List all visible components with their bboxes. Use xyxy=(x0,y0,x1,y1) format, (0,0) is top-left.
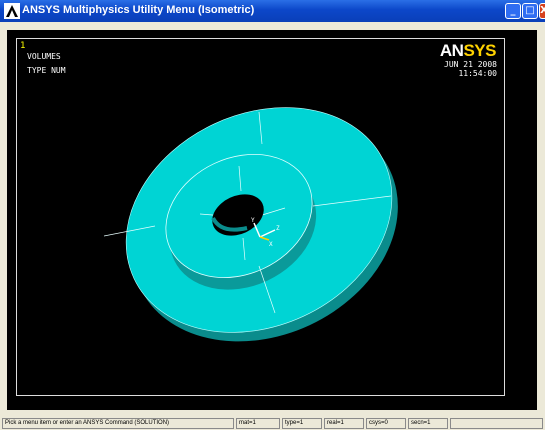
coordinate-triad-icon xyxy=(253,222,276,241)
center-hole xyxy=(212,194,264,236)
mat-field: mat=1 xyxy=(236,418,280,429)
window-title: ANSYS Multiphysics Utility Menu (Isometr… xyxy=(22,4,255,16)
graphics-window[interactable]: 1 VOLUMES TYPE NUM ANSYS JUN 21 2008 11:… xyxy=(7,30,537,410)
triad-z-label: Z xyxy=(276,225,280,232)
ansys-app-icon xyxy=(4,3,20,19)
plot-time: 11:54:00 xyxy=(458,69,497,78)
area-lines xyxy=(103,111,392,314)
secn-field: secn=1 xyxy=(408,418,448,429)
ansys-logo: ANSYS xyxy=(439,41,497,61)
plot-frame: 1 VOLUMES TYPE NUM ANSYS JUN 21 2008 11:… xyxy=(16,38,505,396)
real-field: real=1 xyxy=(324,418,364,429)
window-number: 1 xyxy=(20,41,26,51)
maximize-button[interactable]: □ xyxy=(522,3,538,19)
title-bar[interactable]: ANSYS Multiphysics Utility Menu (Isometr… xyxy=(0,0,545,22)
empty-status-field xyxy=(450,418,543,429)
plot-label: VOLUMES xyxy=(27,52,61,61)
command-prompt-field: Pick a menu item or enter an ANSYS Comma… xyxy=(2,418,234,429)
logo-text-an: AN xyxy=(439,41,464,60)
triad-x-label: X xyxy=(269,241,273,248)
status-bar: Pick a menu item or enter an ANSYS Comma… xyxy=(0,417,545,430)
csys-field: csys=0 xyxy=(366,418,406,429)
hole-inner-wall xyxy=(211,216,248,232)
plot-date: JUN 21 2008 xyxy=(444,60,497,69)
type-field: type=1 xyxy=(282,418,322,429)
logo-text-sys: SYS xyxy=(463,41,496,60)
close-button[interactable]: X xyxy=(539,3,545,19)
minimize-button[interactable]: _ xyxy=(505,3,521,19)
volume-model: Y Z X xyxy=(103,107,398,342)
triad-y-label: Y xyxy=(251,217,255,224)
numbering-label: TYPE NUM xyxy=(27,66,66,75)
